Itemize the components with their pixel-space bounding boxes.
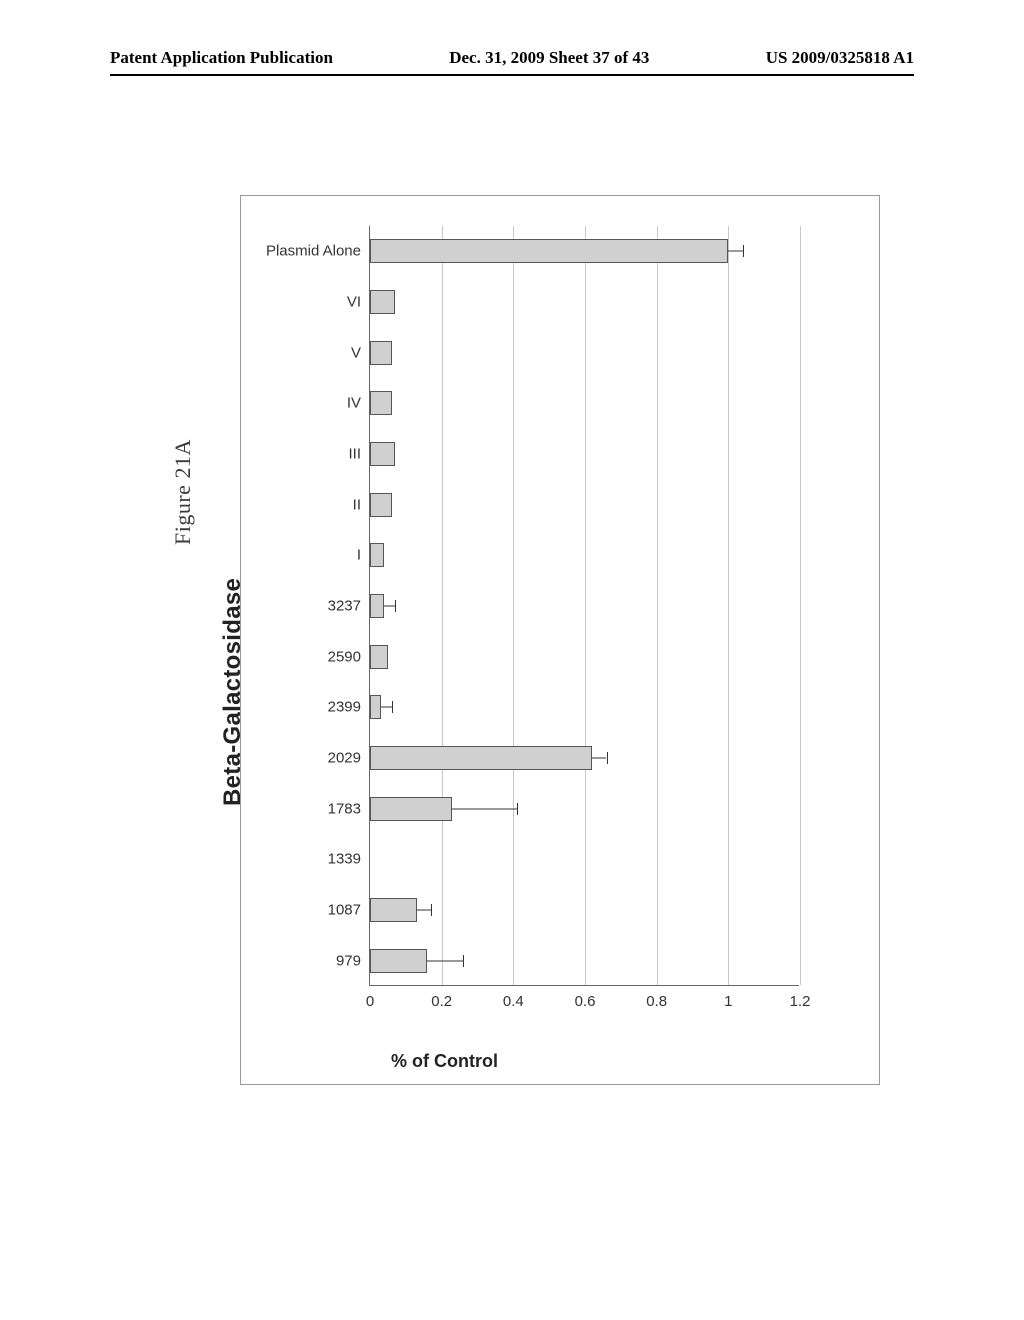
category-label: II bbox=[353, 496, 361, 513]
bar-row bbox=[370, 695, 800, 719]
error-cap bbox=[392, 701, 393, 713]
tick-label: 0.2 bbox=[431, 993, 452, 1010]
category-label: 1783 bbox=[328, 800, 361, 817]
tick-label: 0.6 bbox=[575, 993, 596, 1010]
category-label: 2029 bbox=[328, 750, 361, 767]
error-cap bbox=[395, 600, 396, 612]
bar-row bbox=[370, 341, 800, 365]
bar bbox=[370, 239, 728, 263]
bar-row bbox=[370, 290, 800, 314]
bar-row bbox=[370, 594, 800, 618]
plot-area: 00.20.40.60.811.297910871339178320292399… bbox=[369, 226, 799, 986]
error-cap bbox=[743, 245, 744, 257]
bar-row bbox=[370, 391, 800, 415]
category-label: 1087 bbox=[328, 902, 361, 919]
bar-row bbox=[370, 442, 800, 466]
error-bar bbox=[728, 251, 742, 252]
tick-label: 0.8 bbox=[646, 993, 667, 1010]
header-right: US 2009/0325818 A1 bbox=[766, 48, 914, 68]
bar bbox=[370, 442, 395, 466]
category-label: 979 bbox=[336, 952, 361, 969]
bar bbox=[370, 543, 384, 567]
category-label: Plasmid Alone bbox=[266, 243, 361, 260]
category-label: V bbox=[351, 344, 361, 361]
error-bar bbox=[384, 606, 395, 607]
bar bbox=[370, 391, 392, 415]
gridline bbox=[800, 226, 801, 985]
error-cap bbox=[463, 955, 464, 967]
category-label: 1339 bbox=[328, 851, 361, 868]
error-bar bbox=[427, 960, 463, 961]
bar bbox=[370, 341, 392, 365]
bar-row bbox=[370, 797, 800, 821]
tick-label: 0 bbox=[366, 993, 374, 1010]
category-label: VI bbox=[347, 294, 361, 311]
figure-label: Figure 21A bbox=[170, 439, 196, 545]
error-cap bbox=[431, 904, 432, 916]
bar bbox=[370, 290, 395, 314]
tick-label: 1.2 bbox=[790, 993, 811, 1010]
bar bbox=[370, 746, 592, 770]
bar bbox=[370, 594, 384, 618]
category-label: III bbox=[348, 446, 361, 463]
bar bbox=[370, 493, 392, 517]
category-label: I bbox=[357, 547, 361, 564]
tick-label: 0.4 bbox=[503, 993, 524, 1010]
bar-row bbox=[370, 239, 800, 263]
error-cap bbox=[517, 803, 518, 815]
tick-label: 1 bbox=[724, 993, 732, 1010]
bar bbox=[370, 949, 427, 973]
bar-row bbox=[370, 949, 800, 973]
category-label: 2399 bbox=[328, 699, 361, 716]
header-left: Patent Application Publication bbox=[110, 48, 333, 68]
bar-row bbox=[370, 645, 800, 669]
bar-row bbox=[370, 543, 800, 567]
header-rule bbox=[110, 74, 914, 76]
bar bbox=[370, 695, 381, 719]
bar-row bbox=[370, 746, 800, 770]
category-label: 2590 bbox=[328, 648, 361, 665]
bar bbox=[370, 797, 452, 821]
chart-container: Beta-Galactosidase 00.20.40.60.811.29791… bbox=[240, 195, 880, 1085]
error-cap bbox=[607, 752, 608, 764]
y-axis-label: % of Control bbox=[391, 1051, 498, 1072]
bar-row bbox=[370, 493, 800, 517]
header-center: Dec. 31, 2009 Sheet 37 of 43 bbox=[449, 48, 649, 68]
error-bar bbox=[452, 808, 517, 809]
category-label: 3237 bbox=[328, 598, 361, 615]
chart-title: Beta-Galactosidase bbox=[219, 578, 247, 806]
bar bbox=[370, 898, 417, 922]
error-bar bbox=[381, 707, 392, 708]
bar bbox=[370, 645, 388, 669]
error-bar bbox=[417, 910, 431, 911]
error-bar bbox=[592, 758, 606, 759]
bar-row bbox=[370, 898, 800, 922]
bar-row bbox=[370, 847, 800, 871]
category-label: IV bbox=[347, 395, 361, 412]
